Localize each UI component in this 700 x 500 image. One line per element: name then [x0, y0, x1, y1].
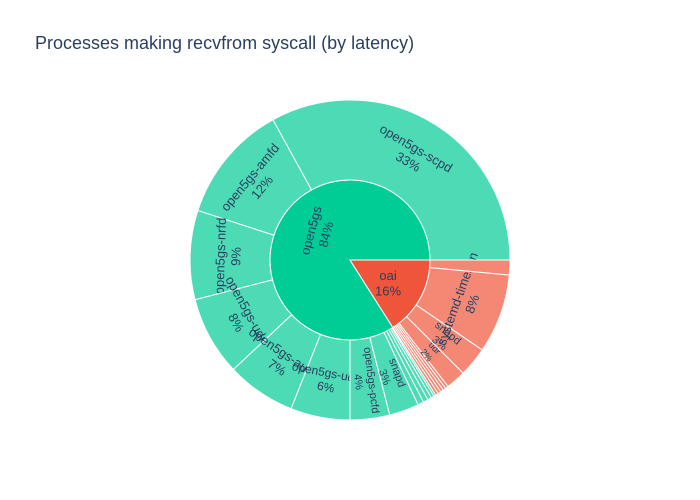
outer-slice-open5gs-open5gs-udrd-5[interactable] [290, 333, 351, 421]
chart-title: Processes making recvfrom syscall (by la… [35, 33, 415, 53]
outer-slice-oai-snapd-6[interactable] [405, 304, 484, 374]
outer-slice-oai-unlabeled-8[interactable] [429, 259, 511, 276]
outer-slice-open5gs-open5gs-amfd-1[interactable] [197, 119, 313, 236]
outer-label-open5gs-nrfd: open5gs-nrfd9% [212, 217, 245, 295]
outer-slice-open5gs-open5gs-pcfd-6[interactable] [349, 336, 391, 421]
outer-slice-open5gs-open5gs-udmd-3[interactable] [194, 279, 293, 371]
outer-slice-open5gs-open5gs-ausfd-4[interactable] [232, 314, 322, 410]
outer-slice-open5gs-open5gs-scpd-0[interactable] [272, 99, 511, 261]
outer-slice-open5gs-open5gs-nrfd-2[interactable] [189, 209, 275, 301]
outer-slice-oai-systemd-timesyn-7[interactable] [415, 266, 510, 351]
outer-slice-oai-udr-5[interactable] [398, 315, 464, 388]
outer-slice-open5gs-snapd-7[interactable] [369, 331, 419, 416]
inner-label-oai: oai 16% [375, 268, 401, 299]
